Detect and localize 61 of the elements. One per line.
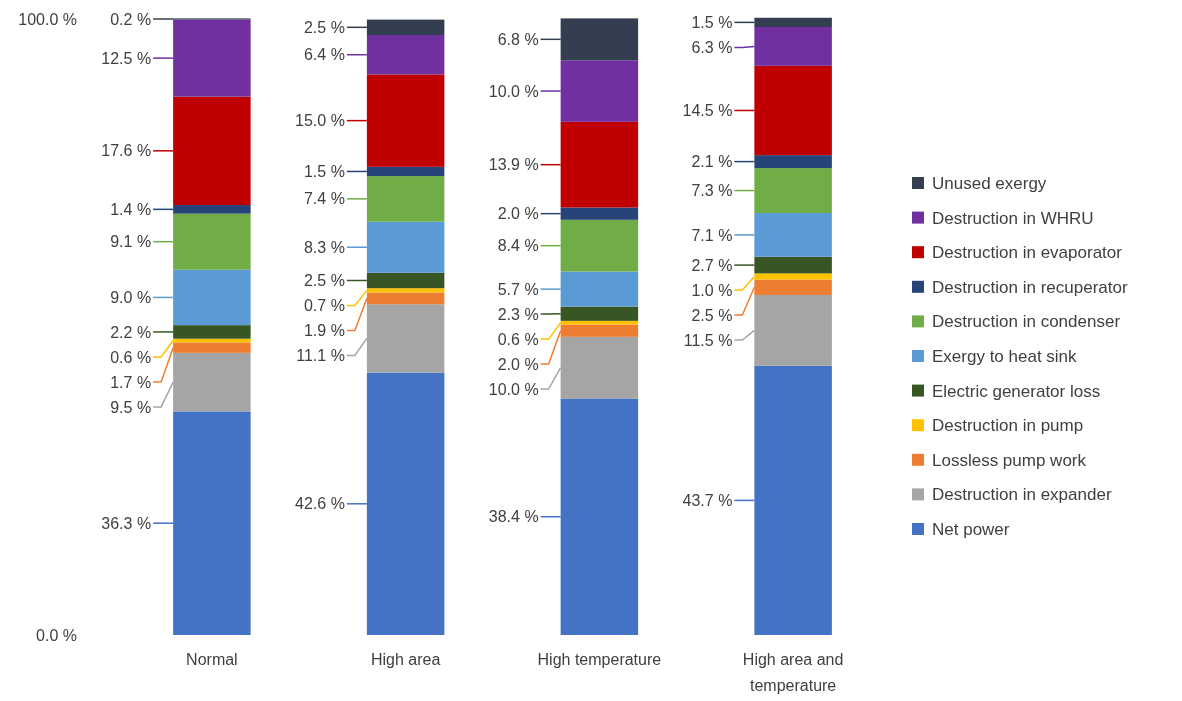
data-label: 1.5 % (691, 13, 733, 31)
legend-label: Exergy to heat sink (932, 346, 1078, 366)
data-label: 11.1 % (296, 347, 345, 365)
x-tick-label: High temperature (537, 651, 662, 668)
data-label: 10.0 % (488, 380, 539, 398)
data-label: 2.5 % (691, 306, 733, 324)
data-label: 2.7 % (691, 256, 733, 274)
data-label: 38.4 % (488, 508, 539, 526)
data-label: 8.3 % (303, 238, 345, 256)
data-label: 15.0 % (295, 112, 345, 130)
data-label: 6.3 % (691, 38, 733, 56)
legend-label: Destruction in recuperator (932, 277, 1128, 297)
legend-label: Destruction in condenser (932, 312, 1121, 332)
data-label: 6.8 % (497, 30, 539, 48)
data-label: 11.5 % (683, 331, 733, 349)
data-label: 42.6 % (295, 495, 345, 513)
data-label: 2.1 % (691, 153, 733, 171)
data-label: 2.0 % (497, 205, 539, 223)
data-label: 9.5 % (110, 398, 152, 416)
y-tick-label: 100.0 % (18, 10, 77, 28)
data-label: 2.5 % (303, 18, 345, 36)
data-label: 12.5 % (101, 49, 152, 67)
data-label: 2.2 % (110, 323, 152, 341)
data-label: 6.4 % (303, 46, 345, 64)
data-label: 7.3 % (691, 182, 733, 200)
legend-label: Net power (932, 519, 1010, 539)
data-label: 13.9 % (488, 156, 539, 174)
data-label: 2.5 % (303, 272, 345, 290)
x-tick-label: High area and temperature (742, 651, 844, 694)
data-label: 7.4 % (303, 190, 345, 208)
data-label: 17.6 % (101, 142, 152, 160)
data-label: 1.0 % (691, 281, 733, 299)
legend-label: Destruction in WHRU (932, 208, 1094, 228)
y-tick-label: 0.0 % (36, 626, 77, 644)
data-label: 0.6 % (110, 348, 152, 366)
x-tick-label: Normal (186, 651, 238, 668)
data-label: 10.0 % (488, 82, 539, 100)
x-tick-label: High area (370, 651, 441, 668)
data-label: 9.1 % (110, 233, 152, 251)
data-label: 1.9 % (303, 322, 345, 340)
data-label: 0.6 % (497, 330, 539, 348)
data-label: 14.5 % (682, 102, 733, 120)
legend-label: Destruction in evaporator (932, 243, 1123, 263)
data-label: 0.2 % (110, 10, 152, 28)
data-label: 36.3 % (101, 514, 152, 532)
legend-label: Electric generator loss (932, 381, 1101, 401)
legend-label: Destruction in expander (932, 485, 1112, 505)
data-label: 43.7 % (682, 492, 733, 509)
data-label: 1.4 % (110, 200, 152, 218)
data-label: 0.7 % (303, 297, 345, 315)
data-label: 1.7 % (110, 373, 152, 391)
data-label: 1.5 % (303, 163, 345, 181)
legend-label: Unused exergy (932, 173, 1047, 193)
legend-label: Destruction in pump (932, 416, 1084, 436)
data-label: 9.0 % (110, 289, 152, 307)
data-label: 7.1 % (691, 226, 733, 244)
legend-label: Lossless pump work (932, 450, 1087, 470)
data-label: 5.7 % (497, 280, 539, 298)
data-label: 8.4 % (497, 237, 539, 255)
data-label: 2.0 % (497, 355, 539, 373)
data-label: 2.3 % (497, 305, 539, 323)
